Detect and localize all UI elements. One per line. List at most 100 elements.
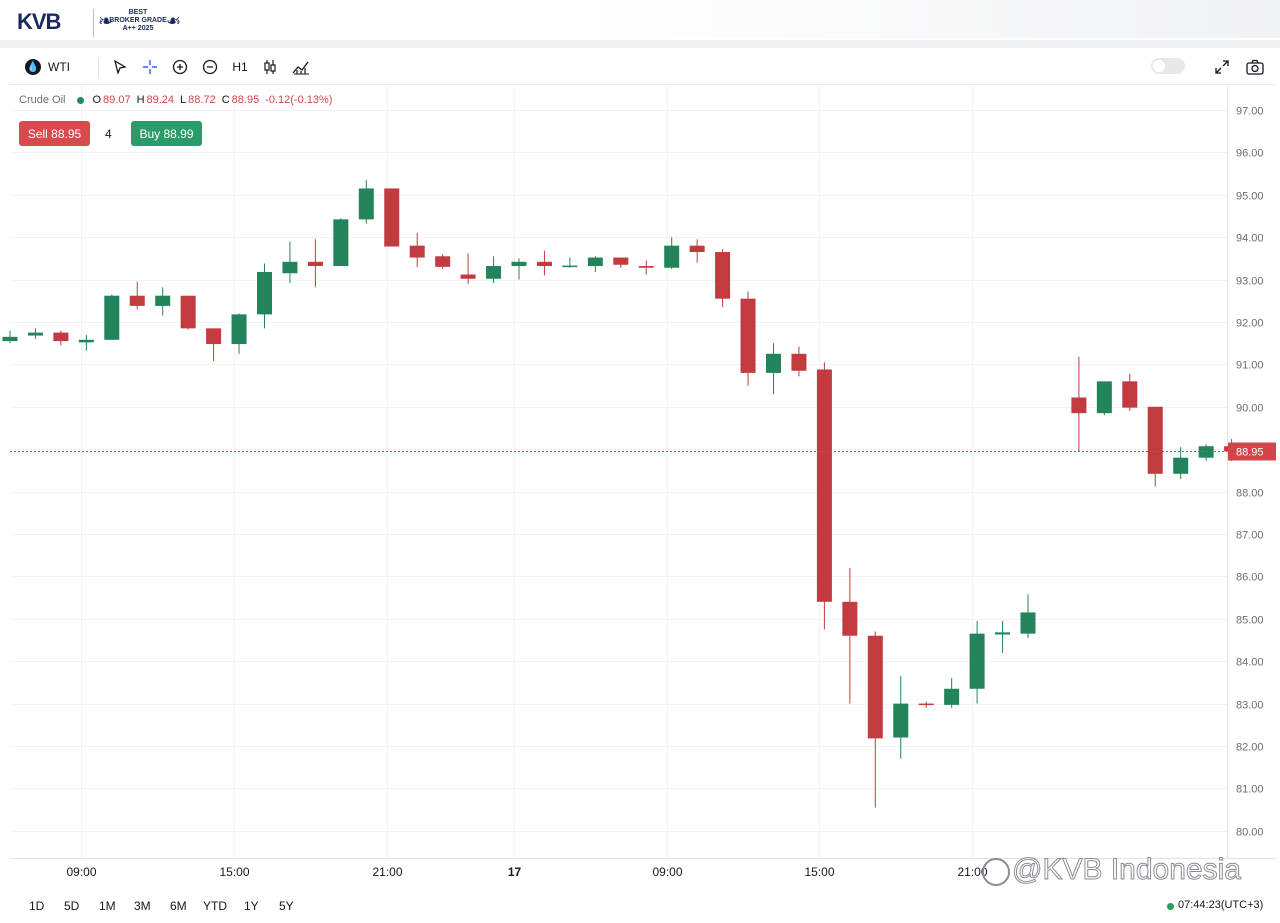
ohlc-legend: Crude Oil O 89.07 H 89.24 L 88.72 C 88.9… (19, 94, 338, 106)
last-price-label: 88.95 (1236, 447, 1264, 459)
x-tick-label: 09:00 (66, 865, 96, 879)
candle-body (995, 632, 1011, 635)
clock-status-dot (1167, 903, 1174, 910)
y-tick-label: 84.00 (1236, 657, 1264, 669)
candle-body (1147, 406, 1163, 474)
y-tick-label: 81.00 (1236, 784, 1264, 796)
crosshair-icon[interactable] (141, 58, 159, 76)
spread-value: 4 (105, 127, 112, 141)
x-tick-label: 15:00 (804, 865, 834, 879)
plot-area (10, 86, 1227, 858)
candle-body (460, 274, 476, 279)
candle-body (104, 295, 120, 340)
candle-body (1071, 397, 1087, 414)
candle-body (231, 314, 247, 345)
theme-toggle[interactable] (1151, 58, 1185, 74)
x-tick-label: 17 (508, 865, 522, 879)
y-tick-label: 87.00 (1236, 530, 1264, 542)
candle-body (638, 266, 654, 268)
toggle-knob (1153, 60, 1165, 72)
candle-body (867, 635, 883, 739)
range-5d[interactable]: 5D (64, 899, 80, 913)
range-1y[interactable]: 1Y (244, 899, 259, 913)
candle-body (257, 271, 272, 315)
cursor-icon[interactable] (111, 58, 129, 76)
y-tick-label: 93.00 (1236, 276, 1264, 288)
range-1d[interactable]: 1D (29, 899, 45, 913)
candle-body (486, 266, 502, 279)
candle-body (333, 219, 349, 267)
y-tick-label: 82.00 (1236, 742, 1264, 754)
candle-body (893, 703, 909, 738)
candles-icon[interactable] (261, 58, 279, 76)
zoom-in-icon[interactable] (171, 58, 189, 76)
y-tick-label: 96.00 (1236, 148, 1264, 160)
candle-body (180, 295, 196, 329)
open-label: O (92, 94, 102, 106)
range-6m[interactable]: 6M (170, 899, 187, 913)
change-value: -0.12(-0.13%) (265, 94, 333, 106)
candle-body (1096, 381, 1112, 414)
last-price-badge (1228, 442, 1276, 461)
candle-body (384, 188, 400, 247)
candle-body (53, 332, 69, 342)
fullscreen-icon[interactable] (1213, 58, 1231, 76)
candle-body (511, 261, 527, 267)
candle-body (206, 328, 222, 345)
candle-body (307, 261, 323, 267)
candle-body (715, 252, 731, 299)
low-label: L (180, 94, 187, 106)
candle-body (1020, 612, 1036, 634)
candle-body (740, 298, 756, 373)
droplet-icon[interactable]: 💧 (24, 58, 42, 76)
y-tick-label: 85.00 (1236, 615, 1264, 627)
y-tick-label: 90.00 (1236, 403, 1264, 415)
timeframe-selector[interactable]: H1 (232, 60, 248, 74)
symbol-selector[interactable]: WTI (48, 60, 70, 74)
candle-body (766, 353, 781, 373)
x-tick-label: 09:00 (652, 865, 682, 879)
candle-body (587, 257, 603, 267)
separator-band (0, 40, 1280, 48)
high-value: 89.24 (146, 94, 175, 106)
candle-body (1122, 381, 1138, 408)
award-line: BROKER GRADE (109, 17, 167, 24)
sell-button[interactable]: Sell 88.95 (19, 121, 90, 146)
candle-body (791, 353, 807, 371)
clock: 07:44:23(UTC+3) (1178, 899, 1264, 911)
candle-body (129, 295, 145, 306)
zoom-out-icon[interactable] (201, 58, 219, 76)
candle-body (282, 261, 298, 274)
open-value: 89.07 (103, 94, 131, 106)
market-status-dot (77, 96, 85, 104)
y-tick-label: 83.00 (1236, 700, 1264, 712)
top-bar-background (585, 0, 1280, 38)
range-1m[interactable]: 1M (99, 899, 116, 913)
buy-button[interactable]: Buy 88.99 (131, 121, 202, 146)
camera-icon[interactable] (1245, 58, 1265, 76)
y-tick-label: 95.00 (1236, 191, 1264, 203)
y-tick-label: 91.00 (1236, 360, 1264, 372)
y-tick-label: 92.00 (1236, 318, 1264, 330)
range-ytd[interactable]: YTD (203, 899, 227, 913)
candle-body (358, 188, 374, 220)
candle-body (918, 703, 934, 706)
watermark: @KVB Indonesia (1012, 853, 1242, 887)
candle-body (689, 245, 705, 253)
x-tick-label: 21:00 (372, 865, 402, 879)
award-text: BEST BROKER GRADE A++ 2025 (108, 9, 168, 33)
range-3m[interactable]: 3M (134, 899, 151, 913)
candle-body (1173, 457, 1189, 474)
candle-body (842, 601, 858, 636)
candle-body (969, 633, 985, 689)
indicators-icon[interactable] (291, 58, 311, 76)
range-5y[interactable]: 5Y (279, 899, 294, 913)
award-line: BEST (128, 9, 148, 16)
close-value: 88.95 (231, 94, 260, 106)
chart-toolbar: 💧 WTI H1 (10, 50, 1276, 85)
y-tick-label: 94.00 (1236, 233, 1264, 245)
candle-body (562, 265, 578, 268)
bottom-toolbar: 1D 5D 1M 3M 6M YTD 1Y 5Y (10, 892, 1276, 920)
kvb-logo: KVB (17, 9, 61, 34)
